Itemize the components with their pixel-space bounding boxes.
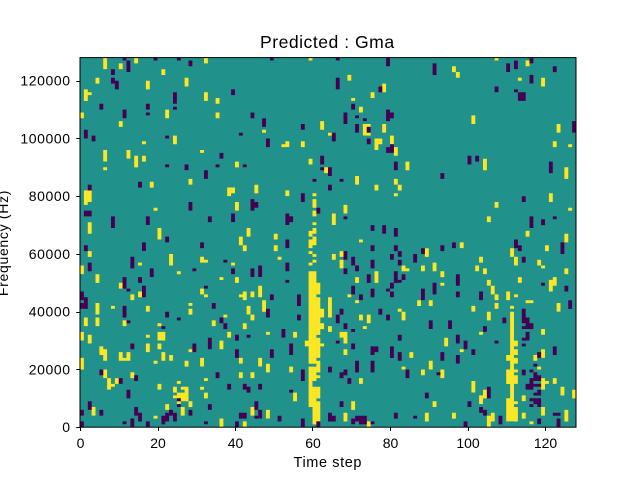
svg-text:40: 40 bbox=[228, 435, 244, 451]
svg-text:0: 0 bbox=[62, 419, 70, 435]
svg-text:Predicted : Gma: Predicted : Gma bbox=[260, 32, 395, 52]
svg-text:60000: 60000 bbox=[29, 246, 71, 262]
svg-text:60: 60 bbox=[305, 435, 321, 451]
svg-text:0: 0 bbox=[77, 435, 85, 451]
svg-text:20000: 20000 bbox=[29, 361, 71, 377]
svg-text:80000: 80000 bbox=[29, 188, 71, 204]
svg-text:120000: 120000 bbox=[20, 73, 70, 89]
svg-text:Time step: Time step bbox=[294, 455, 363, 471]
svg-text:100: 100 bbox=[456, 435, 480, 451]
svg-text:120: 120 bbox=[534, 435, 558, 451]
svg-text:100000: 100000 bbox=[20, 130, 70, 146]
svg-text:80: 80 bbox=[383, 435, 399, 451]
svg-text:Frequency (Hz): Frequency (Hz) bbox=[0, 190, 11, 296]
svg-text:40000: 40000 bbox=[29, 304, 71, 320]
svg-text:20: 20 bbox=[150, 435, 166, 451]
